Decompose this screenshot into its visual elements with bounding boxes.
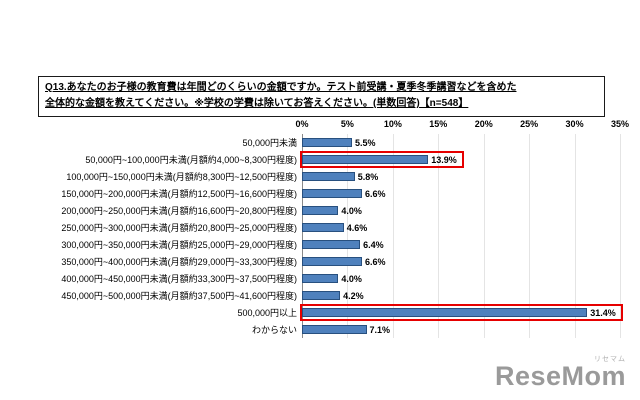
category-label: 350,000円~400,000円未満(月額約29,000円~33,300円程度… bbox=[61, 257, 297, 267]
category-label: 250,000円~300,000円未満(月額約20,800円~25,000円程度… bbox=[61, 223, 297, 233]
value-label: 6.6% bbox=[364, 188, 386, 199]
bar bbox=[302, 172, 355, 181]
row-plot: 6.4% bbox=[302, 236, 620, 253]
category-label: 400,000円~450,000円未満(月額約33,300円~37,500円程度… bbox=[61, 274, 297, 284]
value-label: 5.5% bbox=[354, 137, 376, 148]
resemom-logo-wordmark: ReseMom bbox=[494, 361, 626, 391]
value-label: 31.4% bbox=[590, 307, 616, 318]
row-plot: 7.1% bbox=[302, 321, 620, 338]
chart-row: 400,000円~450,000円未満(月額約33,300円~37,500円程度… bbox=[4, 270, 636, 287]
bar bbox=[302, 291, 341, 300]
axis-label-spacer bbox=[4, 119, 302, 134]
x-axis-tick-label: 25% bbox=[520, 119, 539, 129]
x-axis-tick-label: 15% bbox=[429, 119, 448, 129]
bar bbox=[302, 325, 367, 334]
chart-row: 200,000円~250,000円未満(月額約16,600円~20,800円程度… bbox=[4, 202, 636, 219]
value-label: 4.6% bbox=[346, 222, 368, 233]
bar bbox=[302, 257, 362, 266]
chart-row: 150,000円~200,000円未満(月額約12,500円~16,600円程度… bbox=[4, 185, 636, 202]
x-axis-tick-label: 30% bbox=[565, 119, 584, 129]
value-label: 6.6% bbox=[364, 256, 386, 267]
category-label: 50,000円~100,000円未満(月額約4,000~8,300円程度) bbox=[85, 155, 297, 165]
bar bbox=[302, 189, 362, 198]
bar bbox=[302, 206, 339, 215]
category-label: 100,000円~150,000円未満(月額約8,300円~12,500円程度) bbox=[66, 172, 297, 182]
category-label: わからない bbox=[251, 325, 297, 335]
row-plot: 4.6% bbox=[302, 219, 620, 236]
bar bbox=[302, 138, 352, 147]
chart-title-box: Q13.あなたのお子様の教育費は年間どのくらいの金額ですか。テスト前受講・夏季冬… bbox=[38, 76, 605, 117]
row-plot: 6.6% bbox=[302, 253, 620, 270]
x-axis-ticks: 0% 5% 10% 15% 20% 25% 30% 35% bbox=[295, 119, 629, 134]
x-axis-tick-label: 0% bbox=[295, 119, 309, 129]
x-axis-tick-label: 5% bbox=[340, 119, 354, 129]
plot-area: 50,000円未満 5.5% 50,000円~100,000円未満(月額約4,000… bbox=[4, 134, 636, 338]
value-label: 4.0% bbox=[341, 273, 362, 284]
bar bbox=[302, 308, 588, 317]
value-label: 6.4% bbox=[363, 239, 384, 250]
category-label: 500,000円以上 bbox=[237, 308, 297, 318]
row-plot: 4.2% bbox=[302, 287, 620, 304]
chart-row: 50,000円未満 5.5% bbox=[4, 134, 636, 151]
row-plot: 5.5% bbox=[302, 134, 620, 151]
value-label: 7.1% bbox=[369, 324, 391, 335]
category-label: 300,000円~350,000円未満(月額約25,000円~29,000円程度… bbox=[61, 240, 297, 250]
category-label: 150,000円~200,000円未満(月額約12,500円~16,600円程度… bbox=[61, 189, 297, 199]
x-axis-tick-label: 20% bbox=[474, 119, 493, 129]
x-axis-tick-label: 35% bbox=[610, 119, 630, 129]
category-label: 450,000円~500,000円未満(月額約37,500円~41,600円程度… bbox=[61, 291, 297, 301]
value-label: 13.9% bbox=[431, 154, 457, 165]
chart-title-line-1: Q13.あなたのお子様の教育費は年間どのくらいの金額ですか。テスト前受講・夏季冬… bbox=[45, 82, 517, 93]
bar-chart: 0% 5% 10% 15% 20% 25% 30% 35% 50,000円未満 5.5% 50,0… bbox=[4, 119, 636, 338]
value-label: 5.8% bbox=[357, 171, 379, 182]
chart-row: 100,000円~150,000円未満(月額約8,300円~12,500円程度)… bbox=[4, 168, 636, 185]
chart-row: 250,000円~300,000円未満(月額約20,800円~25,000円程度… bbox=[4, 219, 636, 236]
bar bbox=[302, 240, 361, 249]
chart-row: 50,000円~100,000円未満(月額約4,000~8,300円程度) 13.… bbox=[4, 151, 636, 168]
chart-row: 450,000円~500,000円未満(月額約37,500円~41,600円程度… bbox=[4, 287, 636, 304]
chart-title-line-2: 全体的な金額を教えてください。※学校の学費は除いてお答えください。(単数回答)【… bbox=[45, 98, 469, 109]
chart-row: 500,000円以上 31.4% bbox=[4, 304, 636, 321]
x-axis-tick-label: 10% bbox=[383, 119, 402, 129]
category-label: 200,000円~250,000円未満(月額約16,600円~20,800円程度… bbox=[61, 206, 297, 216]
value-label: 4.2% bbox=[343, 290, 364, 301]
chart-row: 350,000円~400,000円未満(月額約29,000円~33,300円程度… bbox=[4, 253, 636, 270]
row-plot: 31.4% bbox=[300, 304, 623, 321]
category-label: 50,000円未満 bbox=[242, 138, 297, 148]
value-label: 4.0% bbox=[341, 205, 362, 216]
chart-rows: 50,000円未満 5.5% 50,000円~100,000円未満(月額約4,000… bbox=[4, 134, 636, 338]
x-axis: 0% 5% 10% 15% 20% 25% 30% 35% bbox=[4, 119, 636, 134]
resemom-logo: リセマム ReseMom bbox=[495, 354, 626, 390]
bar bbox=[302, 155, 429, 164]
row-plot: 6.6% bbox=[302, 185, 620, 202]
row-plot: 4.0% bbox=[302, 202, 620, 219]
chart-row: わからない 7.1% bbox=[4, 321, 636, 338]
row-plot: 4.0% bbox=[302, 270, 620, 287]
resemom-logo-subtext: リセマム bbox=[594, 356, 626, 363]
bar bbox=[302, 223, 344, 232]
bar bbox=[302, 274, 339, 283]
row-plot: 13.9% bbox=[300, 151, 620, 168]
row-plot: 5.8% bbox=[302, 168, 620, 185]
chart-row: 300,000円~350,000円未満(月額約25,000円~29,000円程度… bbox=[4, 236, 636, 253]
